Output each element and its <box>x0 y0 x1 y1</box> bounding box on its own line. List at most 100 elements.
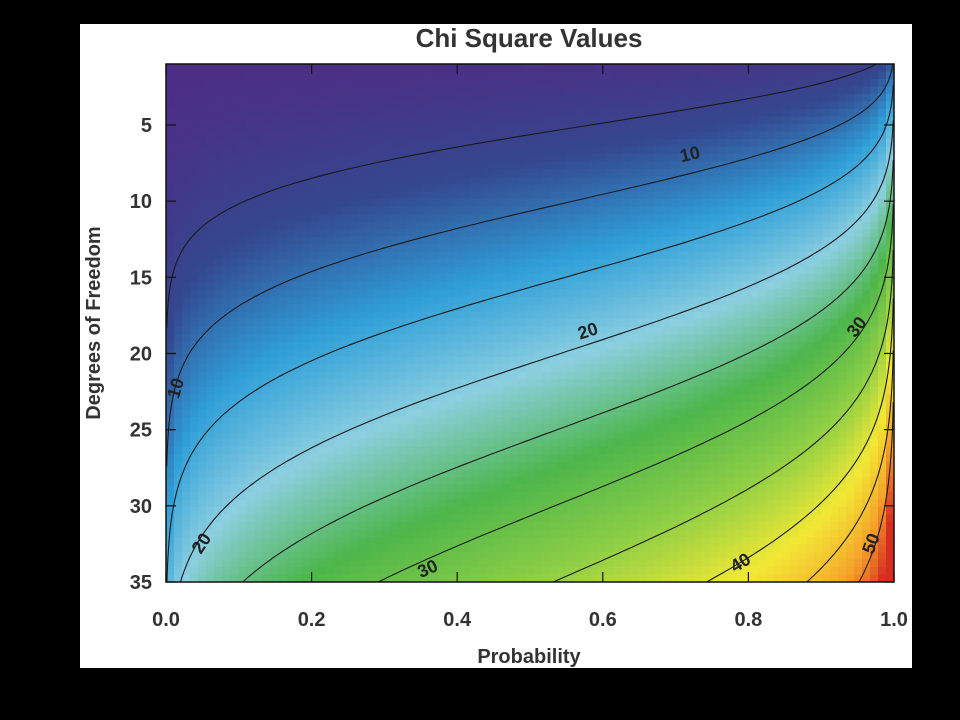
heatmap-cell <box>414 409 423 418</box>
heatmap-cell <box>774 424 783 433</box>
heatmap-cell <box>606 349 615 358</box>
heatmap-cell <box>398 424 407 433</box>
heatmap-cell <box>302 139 311 148</box>
heatmap-cell <box>686 244 695 253</box>
heatmap-cell <box>798 289 807 298</box>
heatmap-cell <box>454 356 463 365</box>
heatmap-cell <box>214 116 223 125</box>
heatmap-cell <box>422 244 431 253</box>
heatmap-cell <box>806 229 815 238</box>
heatmap-cell <box>606 191 615 200</box>
heatmap-cell <box>734 416 743 425</box>
heatmap-cell <box>574 431 583 440</box>
heatmap-cell <box>590 259 599 268</box>
heatmap-cell <box>382 349 391 358</box>
heatmap-cell <box>206 439 215 448</box>
heatmap-cell <box>462 409 471 418</box>
heatmap-cell <box>438 169 447 178</box>
heatmap-cell <box>166 266 175 275</box>
heatmap-cell <box>286 349 295 358</box>
heatmap-cell <box>414 454 423 463</box>
heatmap-cell <box>350 334 359 343</box>
heatmap-cell <box>566 379 575 388</box>
heatmap-cell <box>870 154 879 163</box>
heatmap-cell <box>654 146 663 155</box>
heatmap-cell <box>430 431 439 440</box>
heatmap-cell <box>838 439 847 448</box>
heatmap-cell <box>206 289 215 298</box>
heatmap-cell <box>470 371 479 380</box>
heatmap-cell <box>414 236 423 245</box>
heatmap-cell <box>638 101 647 110</box>
heatmap-cell <box>238 416 247 425</box>
heatmap-cell <box>606 311 615 320</box>
heatmap-cell <box>518 154 527 163</box>
heatmap-cell <box>678 356 687 365</box>
heatmap-cell <box>582 454 591 463</box>
heatmap-cell <box>406 431 415 440</box>
heatmap-cell <box>798 454 807 463</box>
heatmap-cell <box>214 401 223 410</box>
heatmap-cell <box>510 274 519 283</box>
heatmap-cell <box>278 274 287 283</box>
heatmap-cell <box>734 94 743 103</box>
heatmap-cell <box>374 446 383 455</box>
heatmap-cell <box>438 431 447 440</box>
heatmap-cell <box>870 409 879 418</box>
heatmap-cell <box>854 349 863 358</box>
heatmap-cell <box>390 311 399 320</box>
heatmap-cell <box>598 169 607 178</box>
heatmap-cell <box>822 446 831 455</box>
heatmap-cell <box>478 221 487 230</box>
heatmap-cell <box>286 124 295 133</box>
heatmap-cell <box>302 214 311 223</box>
heatmap-cell <box>606 319 615 328</box>
heatmap-cell <box>582 274 591 283</box>
heatmap-cell <box>222 131 231 140</box>
heatmap-cell <box>814 176 823 185</box>
heatmap-cell <box>526 86 535 95</box>
heatmap-cell <box>334 326 343 335</box>
heatmap-cell <box>606 169 615 178</box>
heatmap-cell <box>166 116 175 125</box>
heatmap-cell <box>350 154 359 163</box>
heatmap-cell <box>782 431 791 440</box>
heatmap-cell <box>526 364 535 373</box>
heatmap-cell <box>646 214 655 223</box>
heatmap-cell <box>638 139 647 148</box>
heatmap-cell <box>518 221 527 230</box>
heatmap-cell <box>334 394 343 403</box>
heatmap-cell <box>518 139 527 148</box>
heatmap-cell <box>166 446 175 455</box>
heatmap-cell <box>774 71 783 80</box>
heatmap-cell <box>334 386 343 395</box>
heatmap-cell <box>742 289 751 298</box>
heatmap-cell <box>262 296 271 305</box>
heatmap-cell <box>366 139 375 148</box>
heatmap-cell <box>798 116 807 125</box>
heatmap-cell <box>774 79 783 88</box>
heatmap-cell <box>678 214 687 223</box>
heatmap-cell <box>718 199 727 208</box>
heatmap-cell <box>174 176 183 185</box>
heatmap-cell <box>790 214 799 223</box>
heatmap-cell <box>742 341 751 350</box>
heatmap-cell <box>310 274 319 283</box>
heatmap-cell <box>878 101 887 110</box>
heatmap-cell <box>638 79 647 88</box>
heatmap-cell <box>326 424 335 433</box>
heatmap-cell <box>574 334 583 343</box>
heatmap-cell <box>878 379 887 388</box>
heatmap-cell <box>846 176 855 185</box>
heatmap-cell <box>854 394 863 403</box>
heatmap-cell <box>694 169 703 178</box>
heatmap-cell <box>638 124 647 133</box>
heatmap-cell <box>358 86 367 95</box>
heatmap-cell <box>638 236 647 245</box>
heatmap-cell <box>726 371 735 380</box>
heatmap-cell <box>182 326 191 335</box>
heatmap-cell <box>406 356 415 365</box>
heatmap-cell <box>198 139 207 148</box>
heatmap-cell <box>374 274 383 283</box>
heatmap-cell <box>382 281 391 290</box>
